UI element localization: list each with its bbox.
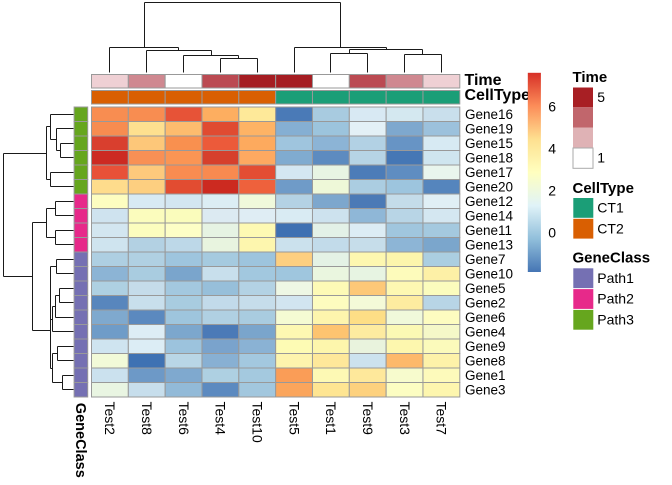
svg-text:Test1: Test1 [323,402,339,436]
svg-text:Gene8: Gene8 [465,354,506,369]
svg-text:Gene12: Gene12 [465,194,513,209]
svg-text:Test9: Test9 [360,402,376,436]
svg-text:5: 5 [597,89,605,105]
svg-text:Path3: Path3 [597,312,634,328]
svg-text:1: 1 [597,150,605,166]
svg-text:GeneClass: GeneClass [573,250,651,267]
svg-text:Gene10: Gene10 [465,267,513,282]
svg-text:CellType: CellType [465,87,531,104]
svg-text:Gene5: Gene5 [465,281,506,296]
svg-text:Gene19: Gene19 [465,122,513,137]
svg-text:Test7: Test7 [434,402,450,436]
svg-text:Gene7: Gene7 [465,252,506,267]
svg-text:Test5: Test5 [286,402,302,436]
svg-text:Gene14: Gene14 [465,209,514,224]
svg-text:CT2: CT2 [597,220,624,236]
svg-text:0: 0 [548,225,556,241]
svg-text:Time: Time [465,72,502,89]
svg-text:Gene13: Gene13 [465,238,513,253]
svg-text:Gene17: Gene17 [465,165,513,180]
svg-text:Test3: Test3 [397,402,413,436]
svg-text:2: 2 [548,183,556,199]
svg-text:6: 6 [548,99,556,115]
svg-text:Gene15: Gene15 [465,136,513,151]
svg-text:Gene9: Gene9 [465,339,506,354]
svg-text:Gene6: Gene6 [465,310,506,325]
svg-text:Gene3: Gene3 [465,383,506,398]
svg-text:CellType: CellType [573,180,634,197]
svg-text:Time: Time [573,69,608,86]
svg-text:Gene4: Gene4 [465,325,506,340]
svg-text:Gene2: Gene2 [465,296,506,311]
svg-text:Path1: Path1 [597,270,634,286]
svg-text:Test4: Test4 [213,402,229,436]
svg-text:Test6: Test6 [176,402,192,436]
svg-text:GeneClass: GeneClass [72,403,88,478]
svg-text:Test8: Test8 [139,402,155,436]
svg-text:Test2: Test2 [102,402,118,436]
svg-text:Gene20: Gene20 [465,180,513,195]
svg-text:Test10: Test10 [249,402,265,443]
svg-text:Gene11: Gene11 [465,223,512,238]
svg-text:Gene1: Gene1 [465,368,506,383]
svg-text:Gene18: Gene18 [465,151,513,166]
svg-text:Gene16: Gene16 [465,107,513,122]
svg-text:CT1: CT1 [597,200,624,216]
svg-text:4: 4 [548,141,556,157]
svg-text:Path2: Path2 [597,291,634,307]
